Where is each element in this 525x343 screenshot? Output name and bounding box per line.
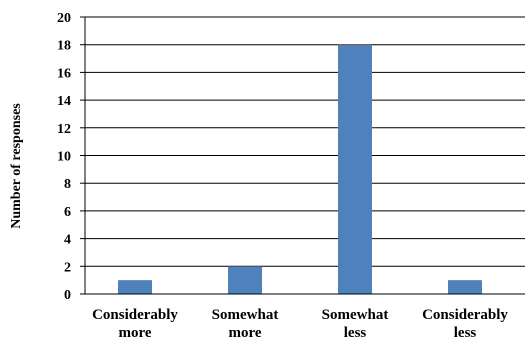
bar — [338, 44, 372, 295]
y-tick-label: 14 — [57, 94, 71, 109]
y-tick-label: 0 — [64, 288, 71, 303]
y-tick-label: 16 — [57, 66, 71, 81]
x-tick-label: Considerably more — [92, 307, 178, 341]
bar — [118, 280, 152, 294]
y-tick-label: 4 — [64, 233, 71, 248]
x-tick-labels: Considerably more Somewhat more Somewhat less… — [92, 307, 508, 341]
bar — [448, 280, 482, 294]
y-tick-label: 20 — [57, 11, 71, 26]
y-tick-label: 18 — [57, 39, 71, 54]
x-tick-label-line: less — [344, 325, 367, 341]
x-tick-label-line: less — [454, 325, 477, 341]
x-tick-label: Considerably less — [422, 307, 508, 341]
x-tick-label: Somewhat more — [212, 307, 279, 341]
gridlines — [85, 16, 525, 267]
bar — [228, 266, 262, 294]
y-tick-label: 10 — [57, 150, 71, 165]
y-tick-label: 8 — [64, 177, 71, 192]
x-tick-label: Somewhat less — [322, 307, 389, 341]
x-tick-label-line: Somewhat — [212, 307, 279, 323]
y-tick-label: 12 — [57, 122, 71, 137]
x-tick-label-line: Considerably — [92, 307, 178, 323]
y-tick-labels: 0 2 4 6 8 10 12 14 16 18 20 — [57, 11, 85, 303]
y-axis-title: Number of responses — [9, 103, 24, 229]
y-tick-label: 6 — [64, 205, 71, 220]
bars — [118, 44, 482, 295]
x-tick-label-line: Considerably — [422, 307, 508, 323]
y-tick-label: 2 — [64, 260, 71, 275]
x-tick-label-line: Somewhat — [322, 307, 389, 323]
x-tick-label-line: more — [228, 325, 261, 341]
x-tick-label-line: more — [118, 325, 151, 341]
